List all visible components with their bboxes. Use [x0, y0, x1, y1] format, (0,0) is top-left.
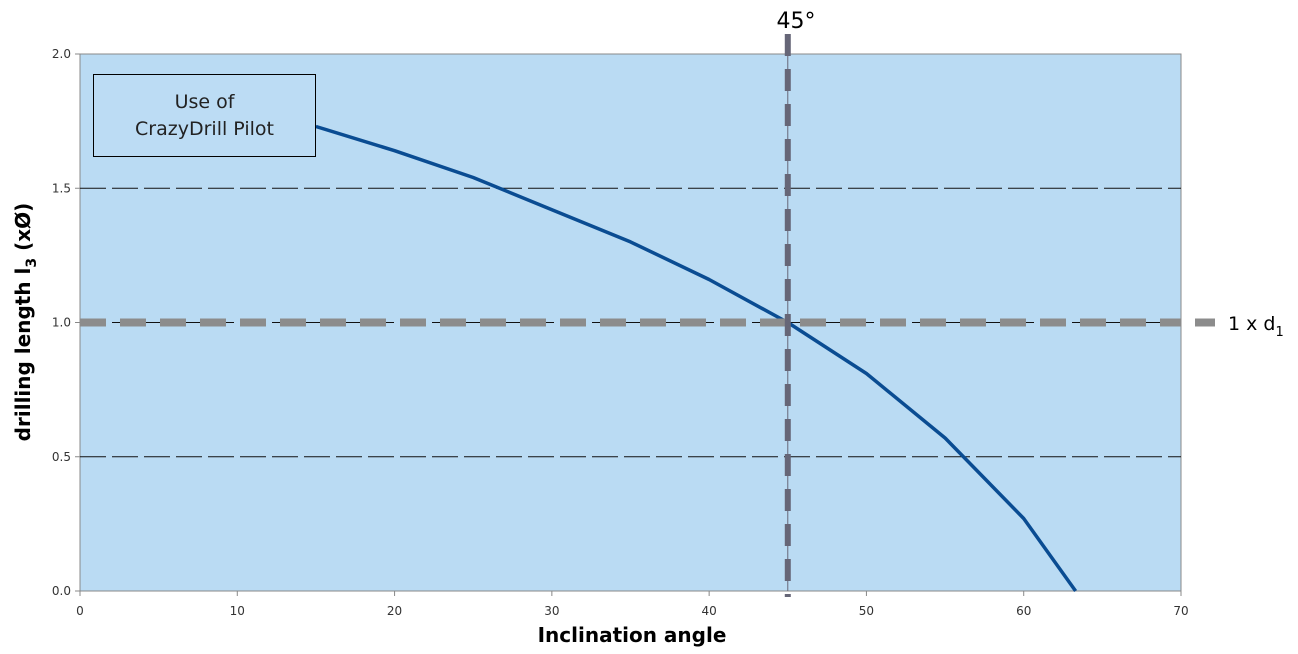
annotation-line-1: Use of	[175, 89, 235, 116]
x-tick-label-1: 10	[230, 604, 245, 618]
y-tick-label-0: 0.0	[52, 584, 71, 598]
x-axis-title: Inclination angle	[538, 623, 727, 647]
y-axis-title-main: drilling length l	[11, 268, 35, 442]
y-tick-label-3: 1.5	[52, 181, 71, 195]
annotation-line-2: CrazyDrill Pilot	[135, 116, 274, 143]
x-tick-label-3: 30	[544, 604, 559, 618]
x-tick-label-0: 0	[76, 604, 84, 618]
y-tick-label-1: 0.5	[52, 450, 71, 464]
horizontal-reference-label-main: 1 x d	[1228, 313, 1275, 335]
y-axis-title: drilling length l3 (xØ)	[11, 203, 40, 442]
x-axis-ticks: 0 10 20 30 40 50 60 70	[76, 591, 1188, 618]
y-axis-ticks: 0.0 0.5 1.0 1.5 2.0	[52, 47, 80, 598]
y-axis-title-suffix: (xØ)	[11, 203, 35, 258]
x-tick-label-7: 70	[1173, 604, 1188, 618]
x-tick-label-5: 50	[859, 604, 874, 618]
annotation-box: Use of CrazyDrill Pilot	[93, 74, 316, 157]
vertical-reference-label: 45°	[777, 9, 816, 34]
x-tick-label-4: 40	[702, 604, 717, 618]
x-tick-label-6: 60	[1016, 604, 1031, 618]
horizontal-reference-label-subscript: 1	[1275, 325, 1283, 340]
horizontal-reference-label: 1 x d1	[1228, 313, 1284, 340]
y-axis-title-subscript: 3	[24, 258, 40, 268]
x-tick-label-2: 20	[387, 604, 402, 618]
y-tick-label-4: 2.0	[52, 47, 71, 61]
y-tick-label-2: 1.0	[52, 316, 71, 330]
